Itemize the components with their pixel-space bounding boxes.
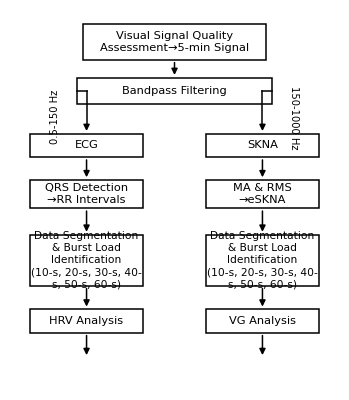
Text: MA & RMS
→eSKNA: MA & RMS →eSKNA xyxy=(233,183,292,205)
Text: Bandpass Filtering: Bandpass Filtering xyxy=(122,86,227,96)
Bar xyxy=(30,134,143,157)
Bar xyxy=(206,134,319,157)
Text: Visual Signal Quality
Assessment→5-min Signal: Visual Signal Quality Assessment→5-min S… xyxy=(100,31,249,53)
Bar xyxy=(206,235,319,286)
Bar xyxy=(30,235,143,286)
Text: HRV Analysis: HRV Analysis xyxy=(50,316,124,326)
Text: QRS Detection
→RR Intervals: QRS Detection →RR Intervals xyxy=(45,183,128,205)
Bar xyxy=(83,24,266,60)
Text: SKNA: SKNA xyxy=(247,140,278,150)
Text: 0.5-150 Hz: 0.5-150 Hz xyxy=(50,90,60,144)
Bar xyxy=(77,78,272,104)
Text: ECG: ECG xyxy=(75,140,98,150)
Bar xyxy=(30,310,143,333)
Text: Data Segmentation
& Burst Load
Identification
(10-s, 20-s, 30-s, 40-
s, 50-s, 60: Data Segmentation & Burst Load Identific… xyxy=(31,231,142,289)
Bar xyxy=(206,310,319,333)
Text: 150-1000 Hz: 150-1000 Hz xyxy=(289,86,299,149)
Bar xyxy=(206,180,319,208)
Text: Data Segmentation
& Burst Load
Identification
(10-s, 20-s, 30-s, 40-
s, 50-s, 60: Data Segmentation & Burst Load Identific… xyxy=(207,231,318,289)
Text: VG Analysis: VG Analysis xyxy=(229,316,296,326)
Bar xyxy=(30,180,143,208)
